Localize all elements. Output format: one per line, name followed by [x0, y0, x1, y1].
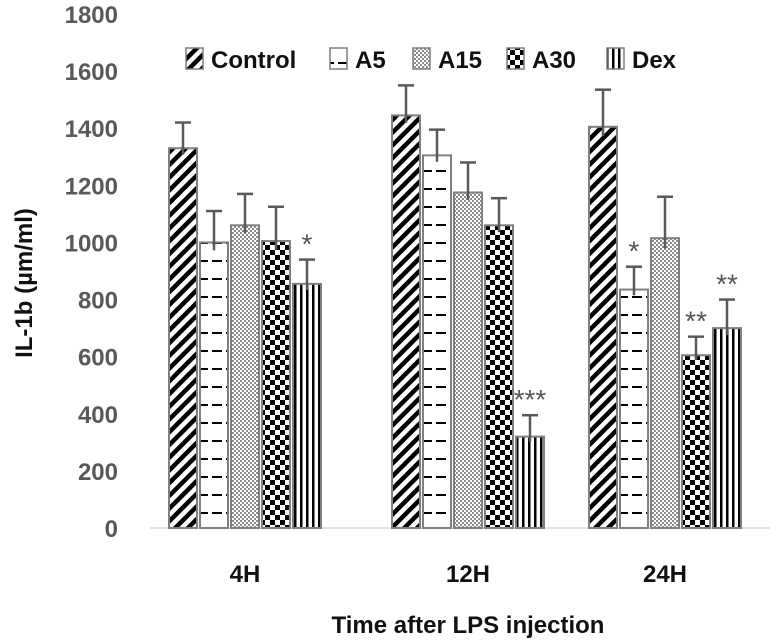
y-tick-label: 600 — [78, 345, 118, 372]
significance-marker: * — [629, 236, 640, 267]
y-tick-label: 1600 — [65, 59, 118, 86]
x-axis-title: Time after LPS injection — [332, 612, 605, 639]
y-tick-label: 0 — [105, 516, 118, 543]
y-tick-label: 1400 — [65, 116, 118, 143]
legend-label-dex: Dex — [632, 47, 677, 74]
bar-dex-24h — [712, 327, 742, 529]
legend-swatch-dex — [606, 47, 625, 70]
bar-a15-12h — [453, 191, 483, 529]
significance-marker: ** — [685, 306, 707, 337]
legend-swatch-a30 — [506, 47, 525, 70]
y-tick-label: 1000 — [65, 230, 118, 257]
significance-marker: * — [302, 229, 313, 260]
x-tick-label: 24H — [643, 561, 687, 588]
bar-a15-24h — [650, 237, 680, 530]
significance-marker: *** — [514, 384, 547, 415]
legend-swatch-a15 — [412, 47, 431, 70]
y-axis-ticks: 0 200 400 600 800 1000 1200 1400 1600 1800 — [65, 2, 118, 543]
bar-a30-4h — [261, 240, 291, 529]
legend-label-a30: A30 — [532, 47, 576, 74]
y-tick-label: 200 — [78, 459, 118, 486]
bar-a15-4h — [230, 224, 260, 530]
bar-control-12h — [391, 114, 421, 529]
significance-marker: ** — [716, 269, 738, 300]
bar-a5-12h — [422, 154, 452, 529]
bar-dex-12h — [515, 435, 545, 529]
x-tick-label: 12H — [446, 561, 490, 588]
bar-dex-4h — [292, 282, 322, 529]
significance-labels: ********* — [302, 229, 738, 416]
legend-label-a15: A15 — [438, 47, 482, 74]
x-tick-label: 4H — [230, 561, 261, 588]
legend: Control A5 A15 A30 Dex — [185, 47, 677, 74]
y-tick-label: 1200 — [65, 173, 118, 200]
bar-a30-12h — [484, 224, 514, 530]
legend-swatch-a5 — [329, 47, 348, 70]
x-axis-categories: 4H 12H 24H — [230, 561, 687, 588]
error-bars-group — [175, 84, 735, 442]
legend-label-a5: A5 — [355, 47, 386, 74]
legend-label-control: Control — [211, 47, 296, 74]
y-tick-label: 1800 — [65, 2, 118, 29]
bar-a30-24h — [681, 354, 711, 529]
bars-group — [168, 114, 742, 530]
y-tick-label: 400 — [78, 402, 118, 429]
bar-a5-4h — [199, 241, 229, 529]
y-tick-label: 800 — [78, 288, 118, 315]
bar-control-24h — [588, 125, 618, 530]
y-axis-title: IL-1b (µm/ml) — [11, 208, 38, 358]
bar-control-4h — [168, 147, 198, 529]
legend-swatch-control — [185, 47, 204, 70]
bar-a5-24h — [619, 288, 649, 529]
